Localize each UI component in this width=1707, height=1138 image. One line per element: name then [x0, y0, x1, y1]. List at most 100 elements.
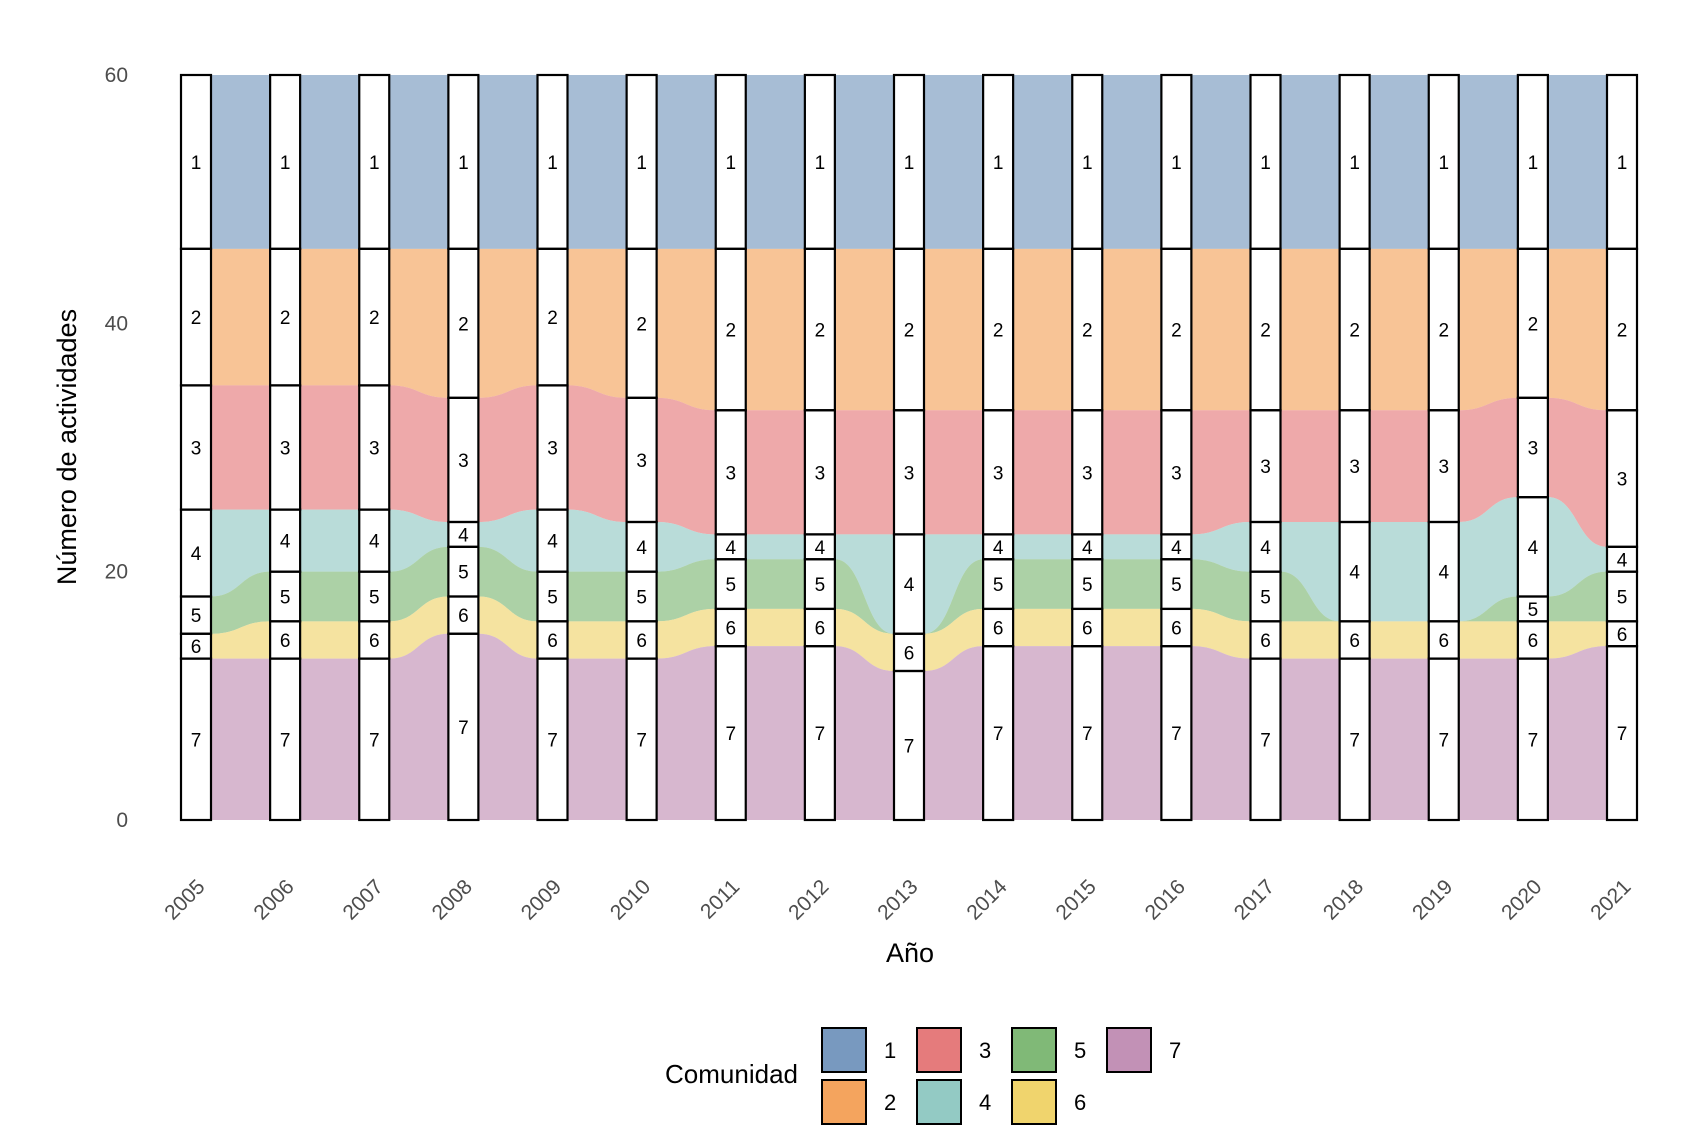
stratum-7-2010 — [625, 657, 658, 822]
stratum-label-3-2006: 3 — [280, 439, 291, 460]
flow-4-2019 — [1458, 497, 1518, 622]
flow-5-2014 — [1013, 559, 1073, 609]
y-axis: 0 20 40 60 — [105, 64, 128, 832]
flow-4-2005 — [211, 509, 271, 597]
y-tick-label: 60 — [105, 64, 128, 87]
flow-3-2016 — [1191, 410, 1251, 535]
flow-1-2008 — [478, 75, 538, 249]
flow-2-2011 — [745, 248, 805, 411]
flow-6-2016 — [1191, 608, 1251, 659]
stratum-label-1-2006: 1 — [280, 153, 291, 174]
flow-4-2010 — [656, 522, 716, 572]
stratum-label-5-2005: 5 — [191, 606, 202, 627]
stratum-label-6-2011: 6 — [725, 619, 736, 640]
flow-2-2006 — [300, 248, 360, 386]
x-tick-label: 2017 — [1230, 875, 1279, 924]
flow-4-2014 — [1013, 534, 1073, 560]
stratum-label-6-2017: 6 — [1260, 631, 1271, 652]
stratum-label-3-2009: 3 — [547, 439, 558, 460]
stratum-label-4-2021: 4 — [1617, 550, 1628, 571]
flow-6-2015 — [1102, 608, 1162, 647]
legend-label-2: 2 — [884, 1090, 896, 1115]
flow-2-2008 — [478, 248, 538, 398]
stratum-7-2012 — [803, 645, 836, 822]
legend-key-3 — [916, 1027, 962, 1073]
stratum-label-4-2018: 4 — [1349, 563, 1360, 584]
flow-3-2015 — [1102, 410, 1162, 535]
x-tick-label: 2010 — [606, 875, 655, 924]
flow-5-2017 — [1280, 571, 1340, 622]
stratum-label-4-2012: 4 — [815, 538, 826, 559]
flow-7-2015 — [1102, 646, 1162, 820]
stratum-label-4-2006: 4 — [280, 532, 291, 553]
flow-6-2005 — [211, 621, 271, 659]
stratum-label-7-2010: 7 — [636, 730, 647, 751]
stratum-label-2-2016: 2 — [1171, 321, 1182, 342]
stratum-label-2-2011: 2 — [725, 321, 736, 342]
flow-6-2011 — [745, 608, 805, 647]
stratum-7-2018 — [1338, 657, 1371, 822]
flow-7-2009 — [567, 658, 627, 820]
stratum-7-2005 — [179, 657, 213, 822]
stratum-label-4-2009: 4 — [547, 532, 558, 553]
flow-3-2013 — [924, 410, 984, 535]
stratum-label-1-2015: 1 — [1082, 153, 1093, 174]
flow-layer — [211, 75, 1607, 820]
flow-3-2009 — [567, 385, 627, 522]
stratum-label-7-2014: 7 — [993, 724, 1004, 745]
legend-key-7 — [1106, 1027, 1152, 1073]
stratum-label-7-2005: 7 — [191, 730, 202, 751]
flow-4-2013 — [924, 534, 984, 634]
flow-2-2018 — [1369, 248, 1429, 411]
flow-2-2016 — [1191, 248, 1251, 411]
flow-2-2005 — [211, 248, 271, 386]
flow-5-2006 — [300, 571, 360, 622]
stratum-label-3-2016: 3 — [1171, 463, 1182, 484]
stratum-7-2008 — [447, 632, 480, 822]
stratum-label-6-2005: 6 — [191, 637, 202, 658]
stratum-label-2-2007: 2 — [369, 308, 380, 329]
legend-key-1 — [821, 1027, 867, 1073]
stratum-label-2-2009: 2 — [547, 308, 558, 329]
legend: Comunidad 1 2 3 4 5 6 7 — [665, 1027, 1181, 1125]
flow-4-2016 — [1191, 522, 1251, 572]
flow-3-2010 — [656, 397, 716, 535]
flow-7-2005 — [211, 658, 271, 820]
stratum-label-6-2019: 6 — [1438, 631, 1449, 652]
stratum-label-2-2010: 2 — [636, 314, 647, 335]
flow-1-2015 — [1102, 75, 1162, 249]
stratum-label-2-2008: 2 — [458, 314, 469, 335]
legend-label-7: 7 — [1169, 1038, 1181, 1063]
stratum-label-7-2012: 7 — [815, 724, 826, 745]
flow-4-2008 — [478, 509, 538, 572]
stratum-label-2-2020: 2 — [1528, 314, 1539, 335]
flow-1-2009 — [567, 75, 627, 249]
x-tick-label: 2018 — [1319, 875, 1368, 924]
stratum-label-7-2021: 7 — [1617, 724, 1628, 745]
stratum-label-5-2015: 5 — [1082, 575, 1093, 596]
flow-4-2009 — [567, 509, 627, 572]
x-tick-label: 2007 — [338, 875, 387, 924]
stratum-label-5-2008: 5 — [458, 563, 469, 584]
y-tick-label: 20 — [105, 561, 128, 584]
stratum-label-7-2019: 7 — [1438, 730, 1449, 751]
flow-6-2017 — [1280, 621, 1340, 659]
stratum-7-2021 — [1605, 645, 1639, 822]
flow-5-2010 — [656, 559, 716, 622]
stratum-label-7-2020: 7 — [1528, 730, 1539, 751]
flow-1-2011 — [745, 75, 805, 249]
stratum-label-6-2009: 6 — [547, 631, 558, 652]
stratum-label-1-2018: 1 — [1349, 153, 1360, 174]
stratum-label-2-2018: 2 — [1349, 321, 1360, 342]
flow-4-2018 — [1369, 522, 1429, 622]
stratum-label-3-2008: 3 — [458, 451, 469, 472]
flow-1-2020 — [1547, 75, 1607, 249]
flow-1-2019 — [1458, 75, 1518, 249]
flow-2-2019 — [1458, 248, 1518, 411]
x-axis: 2005 2006 2007 2008 2009 2010 2011 2012 2013 2014… — [160, 875, 1635, 925]
flow-1-2014 — [1013, 75, 1073, 249]
flow-1-2017 — [1280, 75, 1340, 249]
flow-7-2016 — [1191, 646, 1251, 820]
legend-label-1: 1 — [884, 1038, 896, 1063]
stratum-label-4-2016: 4 — [1171, 538, 1182, 559]
